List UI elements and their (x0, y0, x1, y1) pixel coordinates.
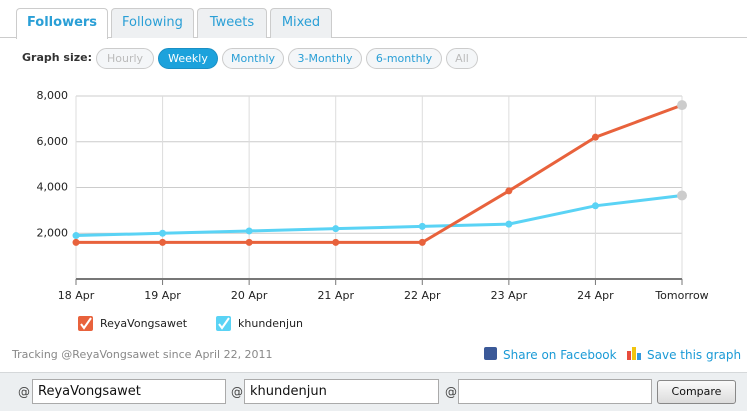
tab-rule (0, 37, 747, 38)
graph-size-label: Graph size: (22, 51, 92, 64)
data-point (418, 238, 426, 246)
graph-icon (627, 347, 641, 360)
username-input[interactable] (458, 379, 652, 404)
share-link[interactable]: Share on Facebook (503, 348, 617, 362)
data-point (245, 238, 253, 246)
username-input[interactable]: khundenjun (244, 379, 439, 404)
size-option[interactable]: 6-monthly (366, 48, 442, 69)
data-point (677, 100, 687, 111)
series-line (76, 103, 683, 244)
username-input[interactable]: ReyaVongsawet (32, 379, 226, 404)
legend-check (218, 317, 230, 330)
size-option[interactable]: 3-Monthly (288, 48, 362, 69)
at-sign: @ (231, 385, 243, 399)
data-point (332, 225, 340, 233)
data-point (418, 222, 426, 230)
x-tick-label: 23 Apr (491, 289, 528, 302)
x-tick-label: 24 Apr (577, 289, 614, 302)
tab[interactable]: Followers (16, 8, 108, 39)
data-point (591, 133, 599, 141)
tab[interactable]: Tweets (197, 8, 267, 38)
at-sign: @ (18, 385, 30, 399)
y-tick-label: 2,000 (37, 226, 69, 239)
at-sign: @ (445, 385, 457, 399)
x-tick-label: 19 Apr (144, 289, 181, 302)
compare-button[interactable]: Compare (657, 380, 736, 404)
data-point (505, 187, 513, 195)
data-point (332, 238, 340, 246)
data-point (72, 238, 80, 246)
chart: 2,000 4,000 6,000 8,000 18 Apr 19 Apr 20 Apr 21… (37, 89, 709, 331)
x-tick-label: Tomorrow (654, 289, 708, 302)
data-point (677, 190, 687, 201)
facebook-icon (484, 347, 497, 360)
y-tick-label: 6,000 (37, 135, 69, 148)
legend-label: ReyaVongsawet (100, 317, 188, 330)
x-tick-label: 21 Apr (317, 289, 354, 302)
x-tick-label: 18 Apr (58, 289, 95, 302)
data-point (72, 232, 80, 240)
size-option[interactable]: Monthly (222, 48, 284, 69)
size-option: Hourly (96, 48, 154, 69)
data-point (591, 202, 599, 210)
size-option[interactable]: Weekly (158, 48, 218, 69)
data-point (159, 238, 167, 246)
x-tick-label: 22 Apr (404, 289, 441, 302)
legend-label: khundenjun (238, 317, 303, 330)
data-point (505, 220, 513, 228)
save-link[interactable]: Save this graph (647, 348, 742, 362)
data-point (159, 229, 167, 237)
size-option: All (446, 48, 478, 69)
x-tick-label: 20 Apr (231, 289, 268, 302)
series-line (75, 194, 683, 238)
y-tick-label: 8,000 (37, 89, 69, 102)
y-tick-label: 4,000 (37, 181, 69, 194)
tab[interactable]: Following (111, 8, 194, 38)
data-point (245, 227, 253, 235)
legend-check (80, 317, 92, 330)
tracking-text: Tracking @ReyaVongsawet since April 22, … (12, 348, 273, 361)
tab[interactable]: Mixed (270, 8, 332, 38)
